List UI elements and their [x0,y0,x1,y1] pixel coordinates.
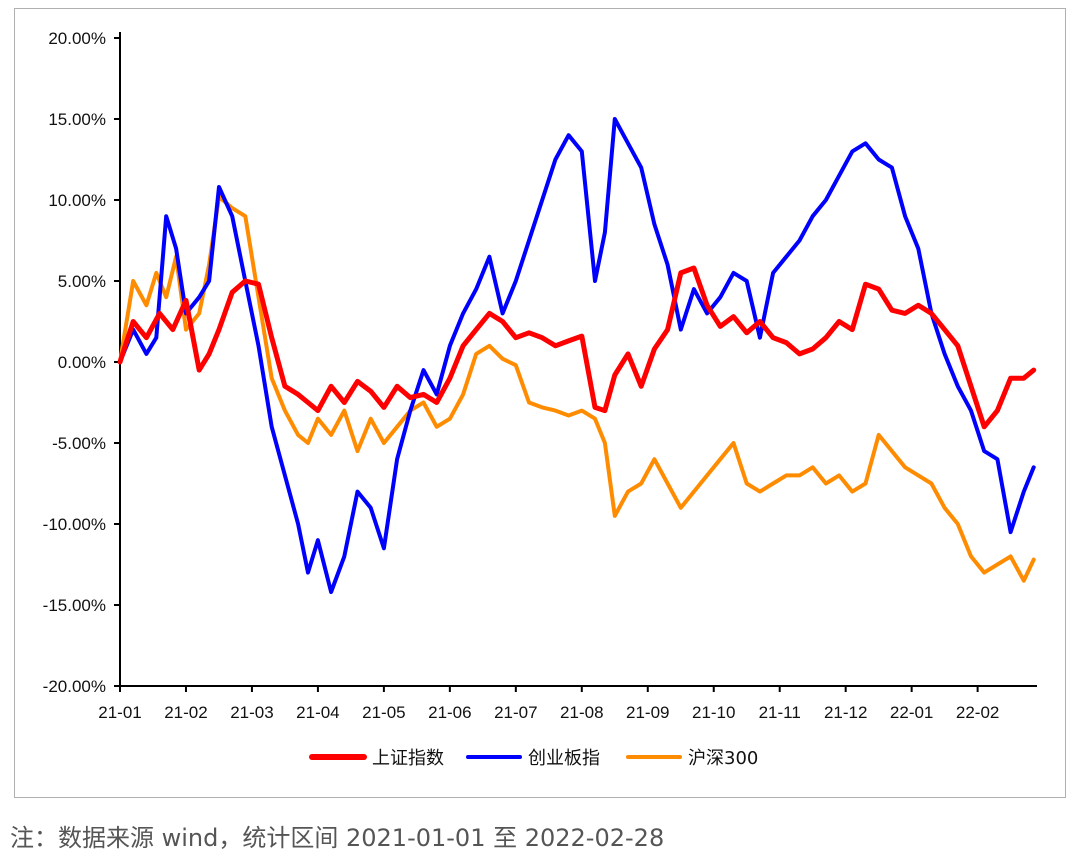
legend: 上证指数 创业板指 沪深300 [309,748,758,769]
x-tick-label: 21-02 [164,703,207,722]
y-tick-label: 5.00% [58,272,106,291]
source-note: 注：数据来源 wind，统计区间 2021-01-01 至 2022-02-28 [10,824,665,852]
y-tick-label: -5.00% [52,434,106,453]
x-tick-label: 21-03 [230,703,273,722]
y-tick-label: -10.00% [43,515,106,534]
x-tick-label: 21-08 [560,703,603,722]
x-tick-label: 21-01 [98,703,141,722]
y-tick-label: 20.00% [48,29,106,48]
series-line-3 [118,194,1036,583]
x-tick-label: 21-04 [296,703,339,722]
x-tick-label: 22-02 [956,703,999,722]
x-tick-label: 21-07 [494,703,537,722]
legend-label: 创业板指 [528,748,600,769]
x-tick-label: 21-05 [362,703,405,722]
y-tick-label: -20.00% [43,677,106,696]
chart-frame [14,8,1066,798]
y-tick-label: 15.00% [48,110,106,129]
series-layer [117,117,1037,594]
x-tick-label: 21-10 [692,703,735,722]
x-tick-label: 21-09 [626,703,669,722]
x-tick-label: 21-11 [759,703,801,722]
line-chart: 20.00% 15.00% 10.00% 5.00% 0.00% -5.00% -10.00… [43,29,1037,769]
legend-label: 上证指数 [372,748,444,769]
axes-layer: 20.00% 15.00% 10.00% 5.00% 0.00% -5.00% -10.00… [43,29,1037,722]
series-line-1 [117,265,1037,430]
x-tick-label: 21-12 [824,703,867,722]
y-tick-label: 0.00% [58,353,106,372]
x-tick-label: 22-01 [890,703,933,722]
x-tick-label: 21-06 [428,703,471,722]
y-tick-label: -15.00% [43,596,106,615]
y-tick-label: 10.00% [48,191,106,210]
series-line-2 [118,117,1036,594]
legend-label: 沪深300 [688,748,758,769]
